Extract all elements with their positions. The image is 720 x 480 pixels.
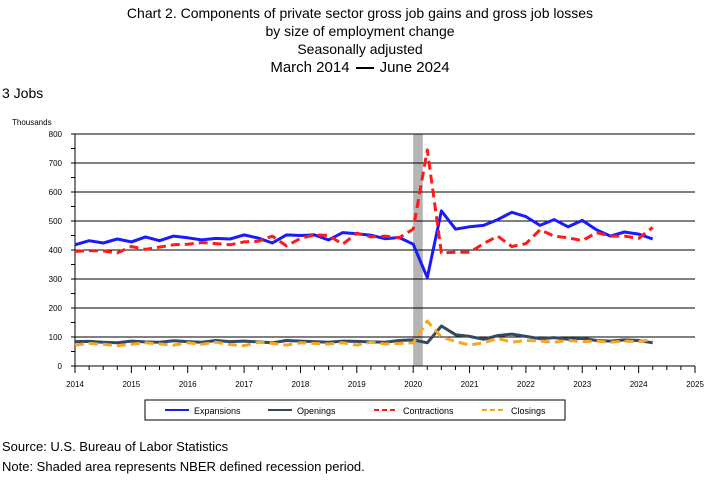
- y-axis-label: Thousands: [12, 118, 52, 127]
- series-line-closings: [74, 319, 653, 348]
- source-note: Source: U.S. Bureau of Labor Statistics: [2, 439, 229, 454]
- date-end: June 2024: [379, 59, 450, 76]
- legend-label-expansions: Expansions: [194, 406, 241, 416]
- y-tick-label-200: 200: [49, 304, 63, 313]
- chart-title-block: Chart 2. Components of private sector gr…: [0, 4, 720, 78]
- x-tick-label-2015: 2015: [122, 380, 140, 389]
- chart-subtitle: Seasonally adjusted: [297, 41, 423, 57]
- legend-box: [144, 399, 566, 421]
- recession-note: Note: Shaded area represents NBER define…: [2, 459, 365, 474]
- date-start: March 2014: [270, 59, 350, 76]
- x-tick-label-2017: 2017: [235, 380, 253, 389]
- series-line-contractions: [74, 148, 654, 255]
- x-tick-label-2018: 2018: [292, 380, 310, 389]
- chart-title-line2: by size of employment change: [265, 23, 455, 39]
- y-tick-label-800: 800: [49, 130, 63, 139]
- y-tick-label-400: 400: [49, 246, 63, 255]
- chart-date-range: March 2014 June 2024: [0, 58, 720, 78]
- y-tick-label-0: 0: [58, 362, 63, 371]
- legend-label-openings: Openings: [297, 406, 336, 416]
- series-line-expansions: [74, 209, 654, 280]
- chart-title: Chart 2. Components of private sector gr…: [126, 5, 594, 21]
- y-tick-label-700: 700: [49, 159, 63, 168]
- x-tick-label-2022: 2022: [517, 380, 535, 389]
- y-tick-label-100: 100: [49, 333, 63, 342]
- y-tick-label-600: 600: [49, 188, 63, 197]
- x-tick-label-2025: 2025: [686, 380, 704, 389]
- section-label: 3 Jobs: [2, 85, 44, 101]
- x-tick-label-2020: 2020: [404, 380, 422, 389]
- dash-separator: [355, 67, 374, 69]
- x-tick-label-2021: 2021: [461, 380, 479, 389]
- y-tick-label-500: 500: [49, 217, 63, 226]
- y-tick-label-300: 300: [49, 275, 63, 284]
- x-tick-label-2014: 2014: [66, 380, 84, 389]
- x-tick-label-2023: 2023: [573, 380, 591, 389]
- x-tick-label-2024: 2024: [630, 380, 648, 389]
- series-line-openings: [74, 324, 653, 345]
- x-tick-label-2016: 2016: [179, 380, 197, 389]
- x-tick-label-2019: 2019: [348, 380, 366, 389]
- legend-label-contractions: Contractions: [403, 406, 454, 416]
- legend-label-closings: Closings: [511, 406, 546, 416]
